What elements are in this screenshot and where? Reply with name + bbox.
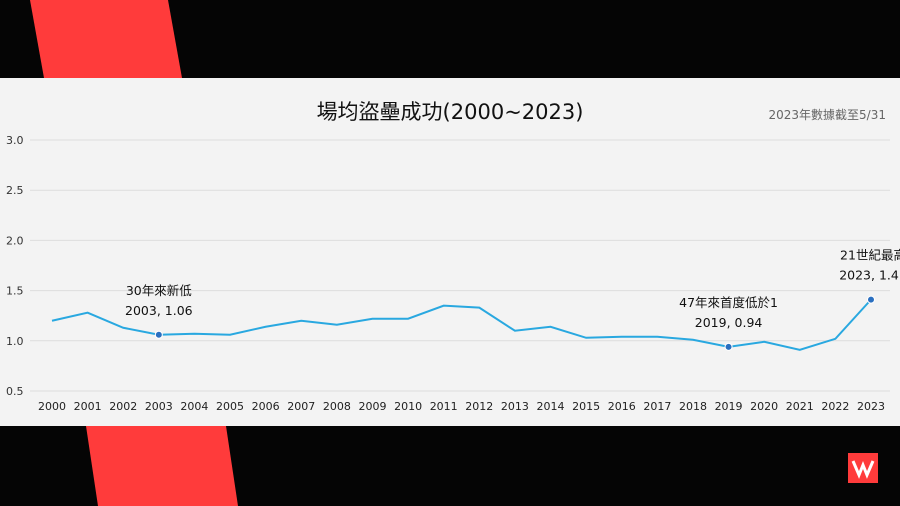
y-tick-label: 1.0 xyxy=(6,335,24,348)
x-tick-label: 2012 xyxy=(465,400,493,413)
x-tick-label: 2000 xyxy=(38,400,66,413)
x-tick-label: 2022 xyxy=(821,400,849,413)
y-tick-label: 1.5 xyxy=(6,285,24,298)
x-tick-label: 2003 xyxy=(145,400,173,413)
annotation-value: 2019, 0.94 xyxy=(695,315,763,330)
x-tick-label: 2018 xyxy=(679,400,707,413)
x-tick-label: 2001 xyxy=(74,400,102,413)
line-chart: 0.5 1.0 1.5 2.0 2.5 3.0 2000 2001 2002 2003 2004 20… xyxy=(6,134,900,413)
data-note: 2023年數據截至5/31 xyxy=(768,108,887,122)
x-tick-label: 2004 xyxy=(180,400,208,413)
brand-logo-icon xyxy=(848,453,878,483)
chart-title: 場均盜壘成功(2000~2023) xyxy=(316,100,584,124)
annotation-point xyxy=(724,342,733,351)
x-tick-label: 2014 xyxy=(537,400,565,413)
annotation-point xyxy=(867,295,875,304)
y-tick-label: 2.0 xyxy=(6,234,24,247)
y-tick-label: 0.5 xyxy=(6,385,24,398)
x-tick-label: 2021 xyxy=(786,400,814,413)
x-tick-label: 2013 xyxy=(501,400,529,413)
annotation-value: 2003, 1.06 xyxy=(125,303,193,318)
x-tick-label: 2010 xyxy=(394,400,422,413)
annotation-label: 30年來新低 xyxy=(126,283,192,298)
x-tick-label: 2019 xyxy=(715,400,743,413)
x-tick-label: 2011 xyxy=(430,400,458,413)
x-tick-label: 2007 xyxy=(287,400,315,413)
y-tick-label: 3.0 xyxy=(6,134,24,147)
series-line xyxy=(51,298,872,351)
chart-panel: 場均盜壘成功(2000~2023) 2023年數據截至5/31 0.5 1.0 1.… xyxy=(0,78,900,426)
annotation-label: 47年來首度低於1 xyxy=(679,295,778,310)
x-tick-label: 2009 xyxy=(358,400,386,413)
annotation-value: 2023, 1.41 xyxy=(839,268,900,283)
x-tick-label: 2002 xyxy=(109,400,137,413)
annotation-label: 21世紀最高 xyxy=(840,248,900,263)
x-tick-label: 2015 xyxy=(572,400,600,413)
x-tick-label: 2023 xyxy=(857,400,885,413)
x-tick-label: 2008 xyxy=(323,400,351,413)
x-tick-label: 2006 xyxy=(252,400,280,413)
x-tick-label: 2016 xyxy=(608,400,636,413)
x-tick-label: 2020 xyxy=(750,400,778,413)
y-tick-label: 2.5 xyxy=(6,184,24,197)
x-tick-label: 2017 xyxy=(643,400,671,413)
x-tick-label: 2005 xyxy=(216,400,244,413)
annotation-point xyxy=(154,330,163,339)
